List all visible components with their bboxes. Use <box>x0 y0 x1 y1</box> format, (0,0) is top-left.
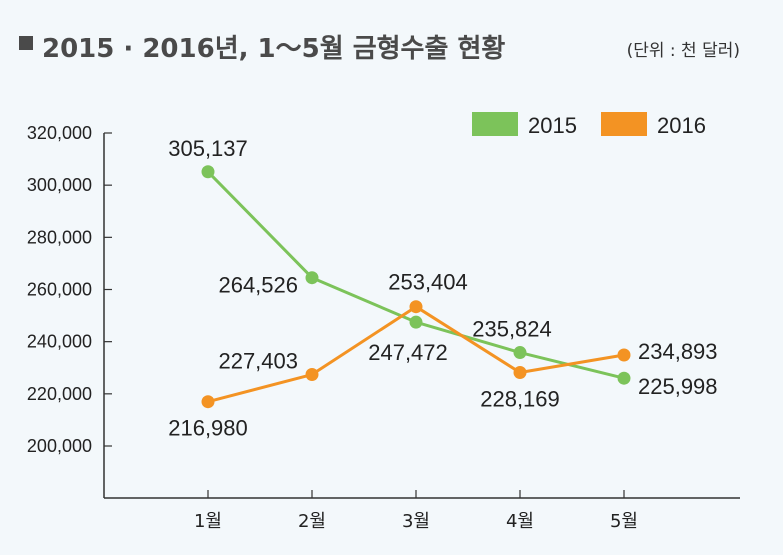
data-point-2016 <box>513 366 527 380</box>
x-tick-label: 3월 <box>402 511 430 532</box>
legend: 2015 2016 <box>472 112 706 138</box>
x-tick-label: 4월 <box>506 511 534 532</box>
unit-label: (단위 : 천 달러) <box>627 41 740 61</box>
title-square-icon <box>19 36 33 50</box>
y-tick-label: 240,000 <box>27 332 92 352</box>
legend-label-2015: 2015 <box>528 113 577 138</box>
data-point-2015 <box>305 271 319 285</box>
data-point-2015 <box>617 371 631 385</box>
data-point-2016 <box>409 300 423 314</box>
axes: 320,000 300,000 280,000 260,000 240,000 220,0… <box>27 123 740 532</box>
data-label-2015: 225,998 <box>638 374 718 399</box>
legend-swatch-2015 <box>472 112 518 136</box>
legend-swatch-2016 <box>601 112 647 136</box>
data-point-2015 <box>513 346 527 360</box>
y-tick-label: 300,000 <box>27 175 92 195</box>
series-points <box>201 165 631 409</box>
data-labels: 305,137 264,526 247,472 235,824 225,998 216,9… <box>168 136 717 441</box>
x-tick-label: 5월 <box>610 511 638 532</box>
data-label-2016: 227,403 <box>218 349 298 374</box>
data-label-2015: 264,526 <box>218 273 298 298</box>
y-tick-label: 260,000 <box>27 280 92 300</box>
data-point-2016 <box>201 395 215 409</box>
data-label-2015: 247,472 <box>368 340 448 365</box>
y-tick-label: 320,000 <box>27 123 92 143</box>
data-point-2015 <box>201 165 215 179</box>
y-tick-label: 220,000 <box>27 384 92 404</box>
data-label-2015: 235,824 <box>472 317 552 342</box>
data-point-2016 <box>617 348 631 362</box>
legend-label-2016: 2016 <box>657 113 706 138</box>
x-tick-label: 2월 <box>298 511 326 532</box>
x-tick-label: 1월 <box>194 511 222 532</box>
data-label-2016: 234,893 <box>638 339 718 364</box>
data-point-2015 <box>409 315 423 329</box>
chart-title: 2015 · 2016년, 1～5월 금형수출 현황 <box>42 34 505 64</box>
data-label-2016: 228,169 <box>480 387 560 412</box>
data-point-2016 <box>305 368 319 382</box>
y-tick-label: 280,000 <box>27 227 92 247</box>
data-label-2015: 305,137 <box>168 136 248 161</box>
y-tick-label: 200,000 <box>27 436 92 456</box>
data-label-2016: 216,980 <box>168 416 248 441</box>
data-label-2016: 253,404 <box>388 270 468 295</box>
